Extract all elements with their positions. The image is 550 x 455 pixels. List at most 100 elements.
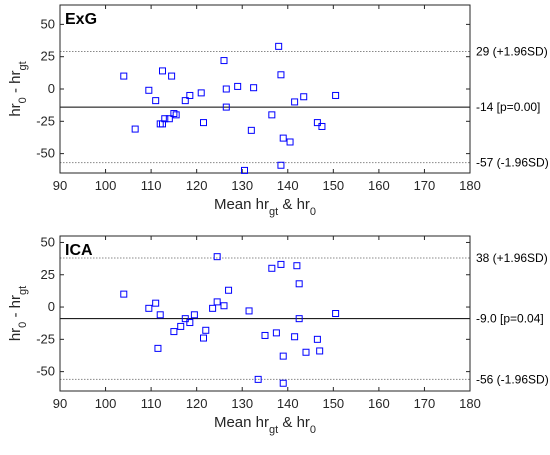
x-axis-label: Mean hrgt & hr0 [214, 414, 316, 436]
data-point [293, 262, 301, 270]
data-point [170, 110, 178, 118]
data-point [291, 98, 299, 106]
data-point [131, 125, 139, 133]
data-point [170, 328, 178, 336]
x-tick-label: 110 [141, 396, 162, 411]
data-point [190, 311, 198, 319]
data-point [245, 307, 253, 315]
data-point [120, 72, 128, 80]
data-point [275, 42, 283, 50]
x-tick-label: 170 [414, 178, 436, 193]
panel-title: ICA [65, 242, 93, 259]
x-tick-label: 140 [277, 396, 299, 411]
data-point [313, 335, 321, 343]
y-tick-label: -25 [36, 113, 55, 128]
axes-box [59, 235, 471, 392]
y-tick-label: -50 [36, 146, 55, 161]
x-tick-label: 120 [186, 178, 208, 193]
data-point [332, 91, 340, 99]
data-point [177, 322, 185, 330]
data-point [186, 91, 194, 99]
data-point [145, 86, 153, 94]
y-tick-label: 25 [41, 267, 55, 282]
x-tick-label: 150 [322, 396, 344, 411]
data-point [268, 111, 276, 119]
data-point [272, 329, 280, 337]
data-point [279, 379, 287, 387]
data-point [154, 344, 162, 352]
reference-label-1: 38 (+1.96SD) [476, 251, 548, 265]
data-point [152, 97, 160, 105]
data-point [300, 93, 308, 101]
x-tick-label: 180 [459, 178, 481, 193]
data-point [159, 67, 166, 75]
x-tick-label: 150 [322, 178, 344, 193]
data-point [197, 89, 205, 97]
y-tick-label: -25 [36, 331, 55, 346]
axes-box [59, 4, 471, 174]
data-point [209, 304, 217, 312]
data-point [234, 82, 242, 90]
data-point [213, 298, 221, 306]
data-point [295, 280, 303, 288]
data-point [181, 97, 189, 105]
x-tick-label: 90 [53, 396, 67, 411]
data-point [279, 134, 287, 142]
data-point [186, 319, 194, 327]
data-point [279, 352, 287, 360]
x-tick-label: 100 [95, 178, 117, 193]
y-tick-label: 50 [41, 16, 55, 31]
y-tick-label: 25 [41, 49, 55, 64]
reference-label-1: 29 (+1.96SD) [476, 45, 548, 59]
panel-exg: 29 (+1.96SD) -14 [p=0.00] -57 (-1.96SD) 90 1… [7, 4, 549, 218]
y-tick-label: 0 [48, 299, 55, 314]
data-point [213, 253, 221, 261]
data-point [120, 290, 128, 298]
x-tick-label: 120 [186, 396, 208, 411]
y-tick-label: 0 [48, 81, 55, 96]
x-tick-label: 130 [231, 178, 253, 193]
data-point [286, 138, 294, 146]
x-tick-label: 100 [95, 396, 117, 411]
reference-label-3: -57 (-1.96SD) [476, 156, 549, 170]
data-point [277, 260, 285, 268]
data-point [261, 331, 269, 339]
panel-title: ExG [65, 11, 97, 28]
data-point [318, 122, 326, 130]
data-point [247, 126, 255, 134]
reference-label-2: -14 [p=0.00] [476, 100, 540, 114]
x-tick-label: 90 [53, 178, 67, 193]
y-axis-label: hr0 - hrgt [7, 61, 29, 116]
data-point [168, 72, 176, 80]
x-tick-label: 160 [368, 396, 390, 411]
data-point [222, 103, 230, 111]
data-point [152, 299, 160, 307]
data-point [316, 347, 324, 355]
data-point [302, 348, 310, 356]
data-point [165, 115, 173, 123]
data-point [277, 71, 285, 79]
data-point [181, 315, 189, 323]
y-axis-label: hr0 - hrgt [7, 286, 29, 341]
data-point [250, 84, 258, 92]
data-point [222, 85, 230, 93]
data-point [200, 334, 207, 342]
panel-ica: 38 (+1.96SD) -9.0 [p=0.04] -56 (-1.96SD) 90… [7, 234, 549, 436]
data-point [291, 333, 299, 341]
data-point [156, 311, 164, 319]
data-point [254, 375, 262, 383]
data-point [145, 304, 153, 312]
x-tick-label: 110 [141, 178, 162, 193]
data-point [220, 57, 228, 65]
data-point [202, 326, 210, 334]
data-point [277, 161, 285, 169]
data-point [161, 115, 169, 123]
x-tick-label: 180 [459, 396, 481, 411]
y-tick-label: 50 [41, 234, 55, 249]
reference-label-2: -9.0 [p=0.04] [476, 312, 544, 326]
x-tick-label: 160 [368, 178, 390, 193]
reference-label-3: -56 (-1.96SD) [476, 372, 549, 386]
data-point [268, 264, 276, 272]
data-point [220, 302, 228, 310]
